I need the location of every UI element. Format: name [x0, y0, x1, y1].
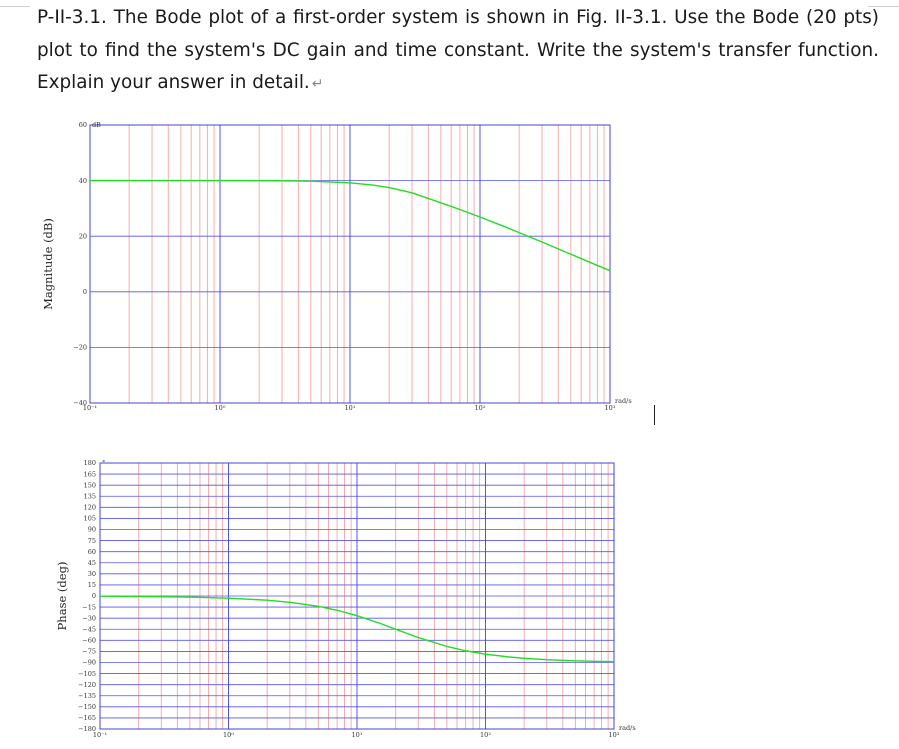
top-rule-left [0, 6, 30, 7]
phase-yunit-label: ° [102, 459, 105, 467]
phase-panel: 1801651501351201059075604530150−15−30−45… [55, 459, 636, 739]
magnitude-xtick-label: 10⁻¹ [83, 404, 98, 412]
magnitude-xunit-label: rad/s [615, 397, 632, 405]
magnitude-ytick-label: −20 [73, 344, 87, 352]
question-text: P-II-3.1. The Bode plot of a first-order… [37, 2, 879, 101]
phase-response-curve [99, 595, 615, 663]
phase-ytick-label: 30 [88, 570, 96, 578]
top-rule-right [868, 6, 899, 7]
question-body: P-II-3.1. The Bode plot of a first-order… [37, 7, 879, 93]
phase-ytick-label: 90 [88, 526, 96, 534]
phase-ytick-label: −60 [82, 637, 96, 645]
phase-ytick-label: 45 [88, 559, 96, 567]
text-cursor [654, 405, 655, 425]
phase-xunit-label: rad/s [619, 724, 636, 732]
phase-ytick-label: −15 [82, 603, 96, 611]
phase-ytick-label: −90 [82, 659, 96, 667]
magnitude-xtick-label: 10³ [605, 404, 616, 412]
phase-ytick-label: −75 [82, 648, 96, 656]
magnitude-ytick-label: 40 [79, 177, 87, 185]
phase-ytick-label: 150 [84, 481, 96, 489]
phase-ytick-label: 120 [84, 504, 96, 512]
phase-xtick-label: 10³ [609, 731, 620, 739]
magnitude-xtick-label: 10² [475, 404, 486, 412]
phase-xtick-label: 10¹ [352, 731, 363, 739]
magnitude-ytick-label: −40 [73, 399, 87, 407]
return-mark: ↵ [311, 76, 324, 92]
magnitude-ytick-label: 0 [83, 288, 87, 296]
phase-ytick-label: 0 [92, 592, 96, 600]
magnitude-frame [89, 124, 611, 404]
phase-ytick-label: −120 [78, 681, 96, 689]
phase-ytick-label: −165 [78, 714, 96, 722]
phase-ytick-label: 135 [84, 492, 96, 500]
magnitude-yunit-label: dB [92, 121, 101, 129]
phase-ytick-label: −180 [78, 725, 96, 733]
magnitude-axis-title: Magnitude (dB) [41, 218, 55, 310]
phase-ytick-label: 75 [88, 537, 96, 545]
magnitude-ytick-label: 60 [79, 121, 87, 129]
magnitude-response-curve [90, 179, 611, 272]
phase-ytick-label: 105 [84, 515, 96, 523]
phase-ytick-label: 60 [88, 548, 96, 556]
phase-xtick-label: 10⁻¹ [93, 731, 108, 739]
phase-ytick-label: −135 [78, 692, 96, 700]
phase-ytick-label: −45 [82, 625, 96, 633]
magnitude-ytick-label: 20 [79, 232, 87, 240]
phase-frame [99, 462, 615, 730]
magnitude-xtick-label: 10⁰ [215, 404, 226, 412]
phase-ytick-label: 165 [84, 470, 96, 478]
phase-ytick-label: −30 [82, 614, 96, 622]
phase-xtick-label: 10² [480, 731, 491, 739]
phase-axis-title: Phase (deg) [55, 562, 69, 631]
phase-ytick-label: 15 [88, 581, 96, 589]
phase-ytick-label: −105 [78, 670, 96, 678]
phase-xtick-label: 10⁰ [223, 731, 234, 739]
phase-ytick-label: −150 [78, 703, 96, 711]
phase-ytick-label: 180 [84, 459, 96, 467]
magnitude-xtick-label: 10¹ [345, 404, 356, 412]
